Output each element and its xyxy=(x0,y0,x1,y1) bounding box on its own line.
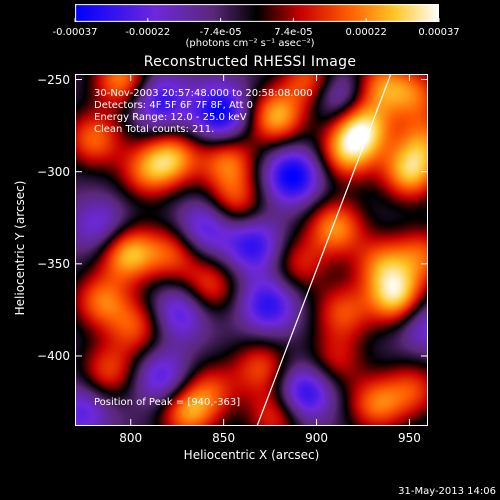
y-tick-label: −250 xyxy=(37,72,70,87)
annotation-detectors: Detectors: 4F 5F 6F 7F 8F, Att 0 xyxy=(94,100,254,111)
solar-limb-line xyxy=(256,73,392,427)
colorbar-tick-label: -7.4e-05 xyxy=(199,27,242,38)
peak-position-label: Position of Peak = [940,-363] xyxy=(94,397,241,408)
annotation-time-range: 30-Nov-2003 20:57:48.000 to 20:58:08.000 xyxy=(94,88,313,99)
y-axis-label: Heliocentric Y (arcsec) xyxy=(13,180,27,316)
y-tick-label: −300 xyxy=(37,164,70,179)
colorbar xyxy=(75,4,439,22)
x-axis-label: Heliocentric X (arcsec) xyxy=(183,448,320,462)
chart-title: Reconstructed RHESSI Image xyxy=(143,54,357,70)
y-tick-label: −350 xyxy=(37,256,70,271)
footer-date: 31-May-2013 14:06 xyxy=(398,486,496,497)
x-tick-label: 950 xyxy=(397,431,421,445)
plot-frame xyxy=(75,74,428,426)
x-tick-label: 850 xyxy=(212,431,236,445)
annotation-counts: Clean Total counts: 211. xyxy=(94,124,215,135)
annotation-energy-range: Energy Range: 12.0 - 25.0 keV xyxy=(94,112,247,123)
colorbar-units: (photons cm⁻² s⁻¹ asec⁻²) xyxy=(185,38,315,49)
colorbar-tick-label: 0.00037 xyxy=(418,27,460,38)
colorbar-tick-label: -0.00037 xyxy=(52,27,98,38)
colorbar-ticks-lines xyxy=(74,18,440,22)
x-tick-label: 900 xyxy=(305,431,328,445)
colorbar-tick-label: 0.00022 xyxy=(345,27,387,38)
colorbar-tick-label: -0.00022 xyxy=(125,27,171,38)
x-tick-label: 800 xyxy=(119,431,143,445)
y-tick-label: −400 xyxy=(37,348,70,363)
colorbar-tick-label: 7.4e-05 xyxy=(274,27,313,38)
